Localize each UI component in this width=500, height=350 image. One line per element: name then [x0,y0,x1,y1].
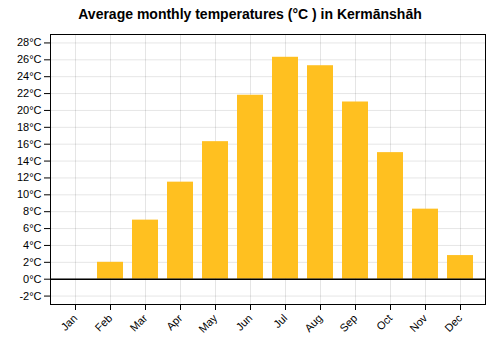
svg-text:-2°C: -2°C [19,290,41,302]
svg-text:20°C: 20°C [17,104,42,116]
svg-text:2°C: 2°C [23,256,42,268]
svg-text:4°C: 4°C [23,239,42,251]
svg-text:Jul: Jul [271,312,289,330]
svg-text:May: May [196,311,220,335]
html-text:Average monthly temperatures (: Average monthly temperatures (°C ) in Ke… [78,6,422,22]
svg-text:18°C: 18°C [17,121,42,133]
svg-text:6°C: 6°C [23,222,42,234]
svg-text:22°C: 22°C [17,87,42,99]
svg-text:12°C: 12°C [17,171,42,183]
svg-text:Jun: Jun [233,312,254,333]
svg-text:Dec: Dec [442,311,465,334]
svg-text:24°C: 24°C [17,70,42,82]
svg-text:Oct: Oct [374,312,395,333]
svg-text:16°C: 16°C [17,138,42,150]
svg-text:26°C: 26°C [17,53,42,65]
svg-text:Mar: Mar [128,312,150,334]
svg-text:14°C: 14°C [17,155,42,167]
svg-text:8°C: 8°C [23,205,42,217]
svg-text:0°C: 0°C [23,273,42,285]
svg-text:Sep: Sep [337,312,359,334]
svg-text:10°C: 10°C [17,188,42,200]
svg-text:Apr: Apr [164,312,185,333]
svg-text:Jan: Jan [58,312,79,333]
svg-text:Feb: Feb [93,312,115,334]
svg-text:28°C: 28°C [17,36,42,48]
svg-text:Nov: Nov [407,311,430,334]
svg-text:Aug: Aug [302,312,324,334]
